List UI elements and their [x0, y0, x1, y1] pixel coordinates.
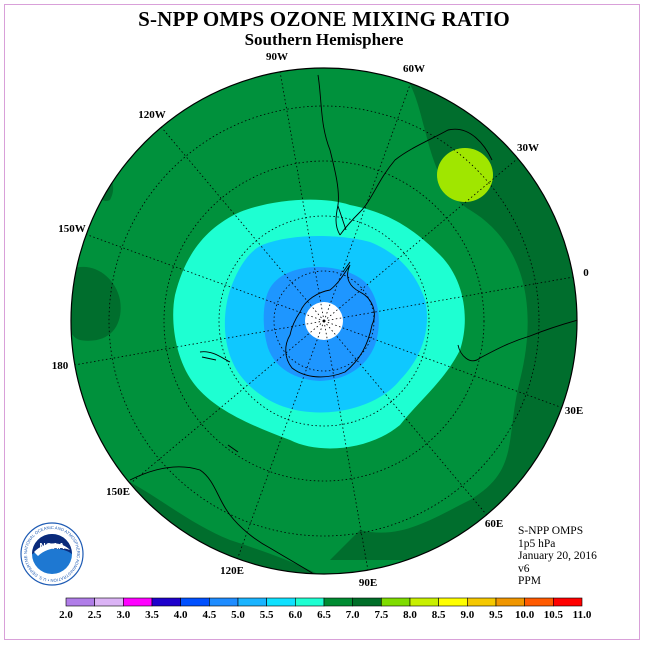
colorbar-tick-label: 6.0: [288, 609, 302, 621]
colorbar-tick-label: 3.0: [116, 609, 130, 621]
colorbar-tick-label: 4.0: [174, 609, 188, 621]
colorbar-swatch: [323, 597, 353, 607]
colorbar-tick-label: 8.5: [432, 609, 446, 621]
colorbar-swatch: [524, 597, 554, 607]
colorbar-tick-label: 9.5: [489, 609, 503, 621]
colorbar-swatch: [409, 597, 439, 607]
colorbar-swatch: [151, 597, 181, 607]
coast-tasmania: [227, 444, 239, 453]
colorbar-swatch: [180, 597, 210, 607]
colorbar-swatch: [123, 597, 153, 607]
colorbar-swatch: [553, 597, 583, 607]
colorbar-swatch: [381, 597, 411, 607]
colorbar-swatch: [352, 597, 382, 607]
plot-frame: [4, 4, 640, 640]
colorbar-tick-label: 10.5: [544, 609, 564, 621]
colorbar-swatch: [438, 597, 468, 607]
colorbar-tick-label: 5.0: [231, 609, 245, 621]
colorbar-swatch: [94, 597, 124, 607]
colorbar-tick-label: 2.0: [59, 609, 73, 621]
longitude-label: 30W: [517, 142, 539, 154]
longitude-label: 60W: [403, 63, 425, 75]
longitude-label: 60E: [485, 518, 503, 530]
logo-text: NOAA: [39, 541, 64, 551]
info-version: v6: [518, 562, 530, 575]
coastlines: [129, 74, 577, 574]
longitude-labels: 90W 60W 30W 0 30E 60E 90E 120E 150E 180 150W 120W: [52, 51, 590, 589]
colorbar-tick-label: 11.0: [573, 609, 592, 621]
info-level: 1p5 hPa: [518, 537, 556, 550]
latitude-circle: [163, 160, 485, 482]
latitude-circle: [273, 270, 375, 372]
coast-australia: [129, 466, 321, 574]
longitude-label: 90W: [266, 51, 288, 63]
colorbar-swatch: [266, 597, 296, 607]
contour-dark-right: [330, 68, 577, 560]
latitude-circle: [218, 215, 430, 427]
colorbar-swatch: [237, 597, 267, 607]
latitude-circle: [108, 105, 540, 537]
longitude-label: 0: [583, 267, 589, 279]
logo-bird: [34, 543, 70, 556]
longitude-label: 90E: [359, 577, 377, 589]
coast-africa: [457, 319, 577, 362]
coast-southamerica: [317, 74, 493, 236]
colorbar-swatch: [467, 597, 497, 607]
longitude-label: 120E: [220, 565, 244, 577]
colorbar-tick-label: 7.0: [346, 609, 360, 621]
colorbar-tick-label: 2.5: [88, 609, 102, 621]
longitude-label: 150W: [58, 223, 86, 235]
coast-peninsula: [337, 205, 351, 273]
longitude-label: 30E: [565, 405, 583, 417]
info-panel: S-NPP OMPS 1p5 hPa January 20, 2016 v6 P…: [518, 525, 597, 588]
colorbar-tick-label: 6.5: [317, 609, 331, 621]
colorbar-tick-label: 7.5: [374, 609, 388, 621]
longitude-label: 120W: [138, 109, 166, 121]
colorbar-swatch: [209, 597, 239, 607]
colorbar-tick-label: 5.5: [260, 609, 274, 621]
colorbar-tick-label: 3.5: [145, 609, 159, 621]
logo-ring-text: NATIONAL OCEANIC AND ATMOSPHERIC ADMINIS…: [0, 0, 81, 583]
info-units: PPM: [518, 575, 542, 587]
map-title: S-NPP OMPS OZONE MIXING RATIO: [138, 7, 510, 31]
longitude-label: 150E: [106, 486, 130, 498]
coast-newzealand: [199, 351, 231, 363]
noaa-logo: NATIONAL OCEANIC AND ATMOSPHERIC ADMINIS…: [0, 0, 84, 586]
colorbar-swatch: [65, 597, 95, 607]
globe-outline: [70, 67, 578, 575]
info-date: January 20, 2016: [518, 550, 597, 562]
contour-dark-left: [71, 266, 121, 341]
colorbar-tick-label: 4.5: [202, 609, 216, 621]
graticule: [74, 71, 574, 571]
colorbar-swatch: [495, 597, 525, 607]
colorbar-tick-label: 8.0: [403, 609, 417, 621]
colorbar: 2.0 2.5 3.0 3.5 4.0 4.5 5.0 5.5 6.0 6.5 7.0 7.5 8.0 8…: [59, 597, 592, 621]
longitude-label: 180: [52, 360, 69, 372]
colorbar-tick-label: 9.0: [460, 609, 474, 621]
info-product: S-NPP OMPS: [518, 525, 584, 537]
map-subtitle: Southern Hemisphere: [244, 30, 404, 49]
contour-7-5-blob: [437, 148, 493, 202]
colorbar-swatch: [295, 597, 325, 607]
ozone-field: [71, 68, 577, 574]
colorbar-tick-label: 10.0: [515, 609, 535, 621]
